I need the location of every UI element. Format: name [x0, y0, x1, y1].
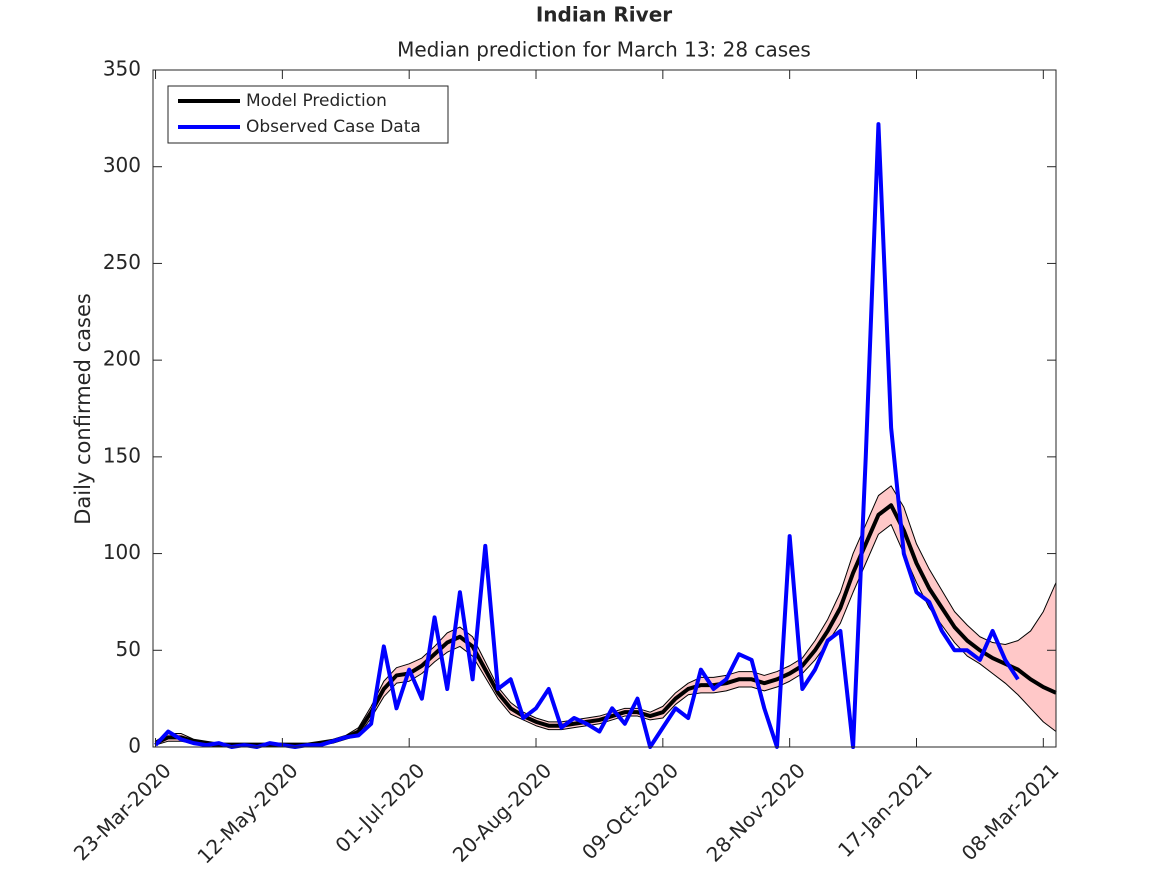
y-tick-label: 250 [103, 250, 141, 274]
x-tick-label: 08-Mar-2021 [957, 758, 1064, 865]
y-tick-label: 200 [103, 347, 141, 371]
y-tick-label: 150 [103, 443, 141, 467]
legend-label: Observed Case Data [246, 117, 421, 137]
x-tick-label: 17-Jan-2021 [833, 758, 937, 862]
x-tick-label: 28-Nov-2020 [702, 758, 810, 866]
y-tick-label: 100 [103, 540, 141, 564]
x-tick-label: 01-Jul-2020 [330, 758, 429, 857]
legend-label: Model Prediction [246, 91, 387, 111]
band-upper [155, 485, 1057, 744]
chart-title: Indian River [536, 3, 672, 27]
x-tick-label: 09-Oct-2020 [577, 758, 683, 864]
x-tick-label: 12-May-2020 [192, 758, 302, 868]
line [154, 503, 1057, 748]
band-fill [155, 485, 1057, 747]
x-tick-label: 23-Mar-2020 [69, 758, 176, 865]
y-tick-label: 300 [103, 153, 141, 177]
y-axis-label: Daily confirmed cases [71, 293, 95, 525]
chart-subtitle: Median prediction for March 13: 28 cases [397, 38, 811, 62]
y-tick-label: 350 [103, 57, 141, 81]
y-tick-label: 50 [116, 637, 141, 661]
plot-frame [152, 69, 1057, 748]
legend-box [167, 85, 449, 144]
x-tick-label: 20-Aug-2020 [448, 758, 556, 866]
line [154, 122, 1020, 749]
y-tick-label: 0 [128, 734, 141, 758]
legend: Model Prediction Observed Case Data [167, 85, 449, 144]
